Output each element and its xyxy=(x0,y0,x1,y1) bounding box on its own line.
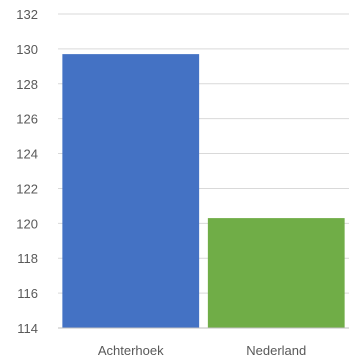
y-tick-label: 122 xyxy=(16,181,38,196)
bar-nederland xyxy=(207,218,345,328)
bar-achterhoek xyxy=(62,54,200,328)
y-tick-label: 132 xyxy=(16,7,38,22)
y-tick-label: 114 xyxy=(17,321,38,336)
y-axis-tick-labels: 114 116 118 120 122 124 126 128 130 132 xyxy=(16,7,38,336)
y-tick-label: 130 xyxy=(16,42,38,57)
x-category-label: Achterhoek xyxy=(98,343,164,358)
y-tick-label: 120 xyxy=(16,216,38,231)
y-tick-label: 118 xyxy=(17,251,38,266)
y-tick-label: 126 xyxy=(16,112,38,127)
y-tick-label: 116 xyxy=(17,286,38,301)
x-category-label: Nederland xyxy=(246,343,306,358)
x-axis-category-labels: Achterhoek Nederland xyxy=(98,343,306,358)
y-tick-label: 124 xyxy=(16,147,38,162)
bars xyxy=(62,54,345,328)
y-tick-label: 128 xyxy=(16,77,38,92)
